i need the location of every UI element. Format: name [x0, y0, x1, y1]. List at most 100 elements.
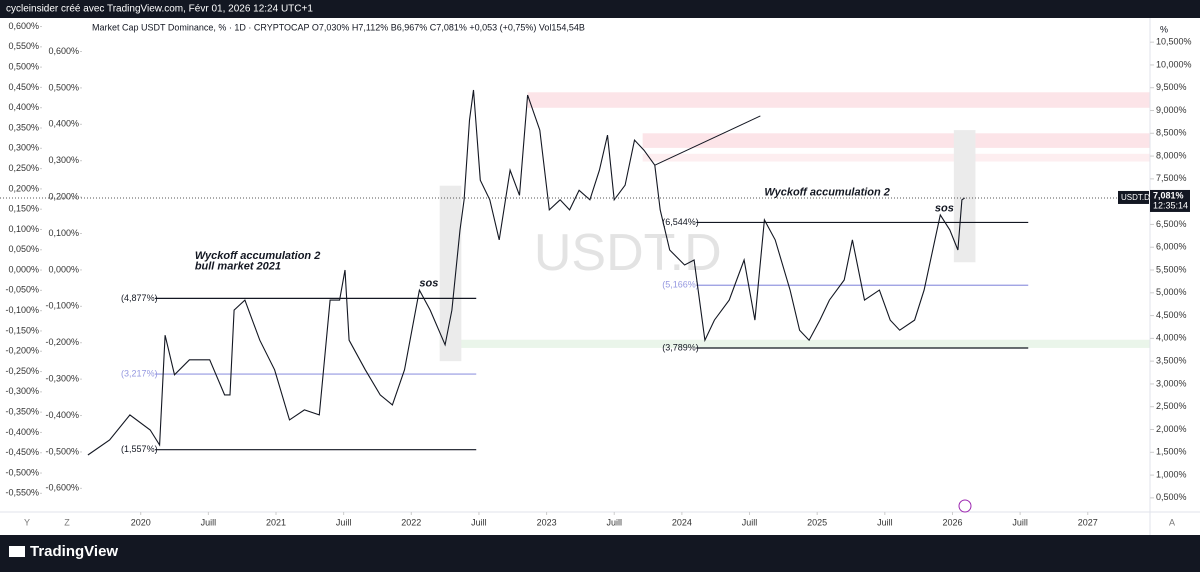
y-tick-label: 5,000%	[1156, 287, 1187, 297]
y-tick-label: 9,000%	[1156, 105, 1187, 115]
y-tick-label: 9,500%	[1156, 82, 1187, 92]
left-tick-label: 0,500%	[8, 61, 39, 71]
left-tick-label: 0,550%	[8, 41, 39, 51]
level-label: (3,217%)	[121, 368, 158, 378]
button[interactable]: Y	[24, 517, 30, 527]
left-tick-label: -0,500%	[5, 467, 39, 477]
y-tick-label: 2,000%	[1156, 424, 1187, 434]
x-tick-label: 2023	[537, 517, 557, 527]
zone	[642, 153, 1150, 162]
left-tick-label: -0,600%	[45, 483, 79, 493]
button[interactable]: A	[1169, 517, 1175, 527]
y-tick-label: 8,000%	[1156, 150, 1187, 160]
left-tick-label: 0,500%	[48, 82, 79, 92]
x-tick-label: 2027	[1078, 517, 1098, 527]
left-tick-label: -0,500%	[45, 446, 79, 456]
annotation: Wyckoff accumulation 2	[195, 250, 321, 262]
left-tick-label: 0,400%	[8, 102, 39, 112]
x-tick-label: 2026	[942, 517, 962, 527]
level-label: (5,166%)	[662, 280, 699, 290]
level-label: (1,557%)	[121, 444, 158, 454]
annotation: bull market 2021	[195, 261, 281, 273]
left-tick-label: 0,050%	[8, 244, 39, 254]
left-tick-label: 0,200%	[48, 191, 79, 201]
y-tick-label: 4,500%	[1156, 310, 1187, 320]
x-tick-label: 2025	[807, 517, 827, 527]
left-tick-label: -0,050%	[5, 285, 39, 295]
y-tick-label: 4,000%	[1156, 333, 1187, 343]
x-tick-label: Juill	[1012, 517, 1028, 527]
left-tick-label: -0,350%	[5, 407, 39, 417]
credit: cycleinsider créé avec TradingView.com, …	[6, 4, 313, 15]
y-tick-label: 10,000%	[1156, 59, 1192, 69]
left-tick-label: 0,200%	[8, 183, 39, 193]
x-tick-label: Juill	[471, 517, 487, 527]
left-tick-label: -0,300%	[5, 386, 39, 396]
legend: Market Cap USDT Dominance, % · 1D · CRYP…	[92, 22, 585, 32]
y-tick-label: 3,000%	[1156, 378, 1187, 388]
y-tick-label: 8,500%	[1156, 128, 1187, 138]
x-tick-label: 2024	[672, 517, 692, 527]
y-tick-label: 2,500%	[1156, 401, 1187, 411]
y-tick-label: 6,000%	[1156, 242, 1187, 252]
annotation: Wyckoff accumulation 2	[764, 186, 890, 198]
left-tick-label: 0,150%	[8, 204, 39, 214]
left-tick-label: 0,100%	[48, 228, 79, 238]
x-tick-label: 2020	[131, 517, 151, 527]
left-tick-label: -0,100%	[5, 305, 39, 315]
left-tick-label: 0,300%	[8, 143, 39, 153]
level-label: (3,789%)	[662, 342, 699, 352]
left-tick-label: 0,100%	[8, 224, 39, 234]
zone	[527, 92, 1150, 108]
countdown: 12:35:14	[1153, 200, 1188, 210]
left-tick-label: -0,100%	[45, 301, 79, 311]
left-tick-label: -0,550%	[5, 488, 39, 498]
price-tag	[1150, 189, 1190, 212]
x-tick-label: Juill	[742, 517, 758, 527]
unit-label: %	[1160, 24, 1168, 34]
x-tick-label: 2022	[401, 517, 421, 527]
brand: TradingView	[30, 543, 118, 560]
y-tick-label: 5,500%	[1156, 264, 1187, 274]
y-tick-label: 10,500%	[1156, 37, 1192, 47]
x-tick-label: Juill	[606, 517, 622, 527]
zone	[642, 133, 1150, 148]
y-tick-label: 1,500%	[1156, 447, 1187, 457]
series-tag: USDT.D	[1121, 193, 1150, 202]
y-tick-label: 7,500%	[1156, 173, 1187, 183]
zone	[439, 339, 1150, 348]
left-tick-label: 0,600%	[8, 21, 39, 31]
left-tick-label: 0,600%	[48, 46, 79, 56]
event-icon[interactable]	[958, 499, 972, 513]
left-tick-label: 0,000%	[48, 264, 79, 274]
left-tick-label: 0,450%	[8, 82, 39, 92]
x-tick-label: 2021	[266, 517, 286, 527]
annotation: sos	[419, 278, 438, 290]
top-bar	[0, 0, 1200, 18]
left-tick-label: -0,400%	[5, 427, 39, 437]
x-tick-label: Juill	[201, 517, 217, 527]
left-tick-label: -0,450%	[5, 447, 39, 457]
left-tick-label: -0,250%	[5, 366, 39, 376]
bottom-bar	[0, 535, 1200, 572]
left-tick-label: 0,300%	[48, 155, 79, 165]
left-tick-label: 0,400%	[48, 119, 79, 129]
trend-line	[654, 115, 761, 166]
zone	[953, 130, 976, 263]
price-line	[87, 89, 965, 456]
left-tick-label: 0,000%	[8, 264, 39, 274]
last-price-label: 7,081%	[1153, 190, 1184, 200]
zone	[439, 185, 462, 362]
left-tick-label: 0,350%	[8, 122, 39, 132]
watermark: USDT.D	[534, 224, 722, 282]
price-tag	[1118, 190, 1149, 204]
logo	[9, 546, 25, 557]
level-label: (6,544%)	[662, 217, 699, 227]
x-tick-label: Juill	[877, 517, 893, 527]
left-tick-label: 0,250%	[8, 163, 39, 173]
left-tick-label: -0,200%	[45, 337, 79, 347]
button[interactable]: Z	[64, 517, 70, 527]
y-tick-label: 1,000%	[1156, 469, 1187, 479]
